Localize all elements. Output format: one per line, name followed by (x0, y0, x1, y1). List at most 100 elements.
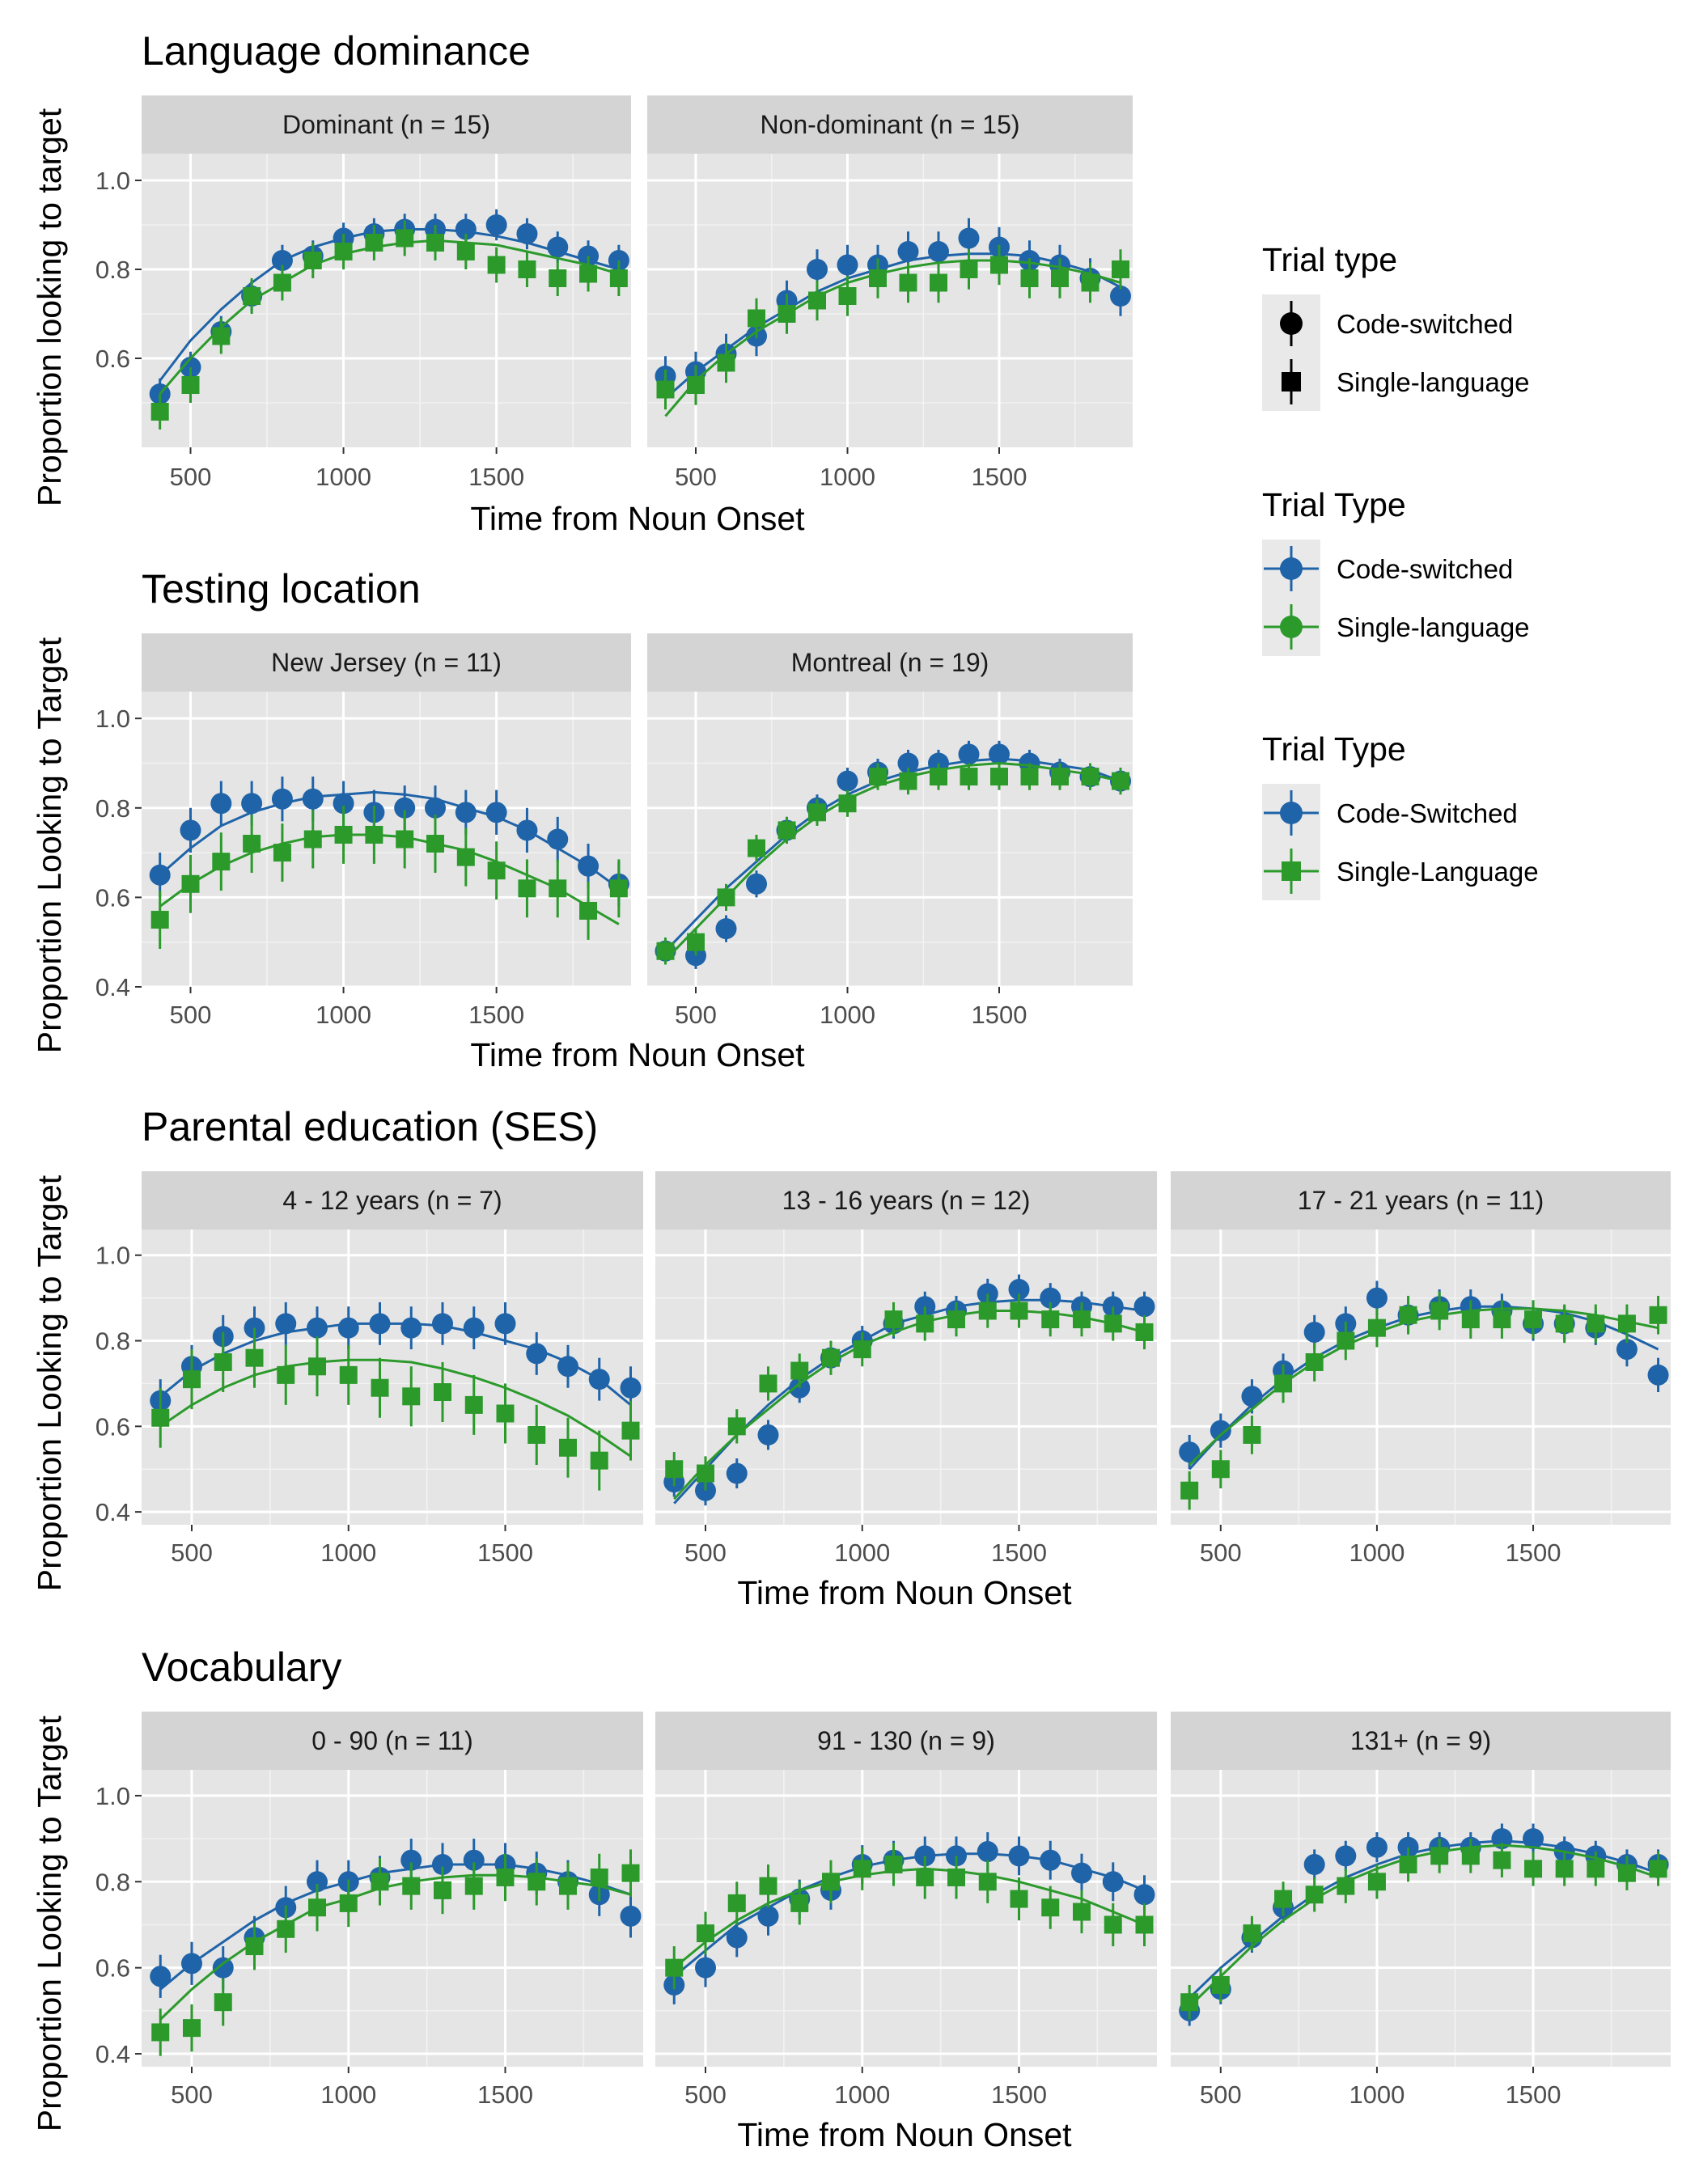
data-point (302, 788, 324, 810)
data-point (960, 260, 978, 278)
data-point (1337, 1331, 1355, 1350)
data-point (897, 241, 919, 262)
data-point (897, 752, 919, 774)
fit-line (664, 757, 1121, 952)
legend-key (1262, 294, 1320, 353)
data-point (759, 1877, 777, 1895)
facet-panel: 4 - 12 years (n = 7) 500 1000 1500 0.4 0.6 0.8… (95, 1171, 643, 1567)
y-axis-title: Proportion Looking to Target (31, 1715, 68, 2131)
facet-strip-label: New Jersey (n = 11) (271, 648, 502, 677)
fit-line (673, 1867, 1146, 1969)
data-point (609, 879, 628, 898)
y-axis-title: Proportion Looking to Target (31, 1175, 68, 1591)
data-point (1647, 1364, 1669, 1386)
data-point (884, 1310, 903, 1329)
chart-title: Testing location (142, 566, 421, 612)
facet-panel: Dominant (n = 15) 500 1000 1500 0.6 0.8 1.0 (95, 95, 631, 491)
data-point (899, 772, 917, 790)
data-point (748, 309, 765, 328)
y-tick-label: 1.0 (95, 167, 130, 195)
facet-strip-label: 17 - 21 years (n = 11) (1298, 1186, 1544, 1215)
data-point (1274, 1374, 1293, 1393)
data-point (1073, 1903, 1091, 1921)
data-point (1399, 1306, 1417, 1324)
data-point (337, 1317, 359, 1339)
data-point (1051, 269, 1069, 287)
series-single-language (665, 1293, 1154, 1500)
data-point (726, 1927, 748, 1949)
series-single-language (151, 1849, 640, 2056)
data-point (547, 236, 569, 258)
data-point (928, 241, 949, 262)
fit-line (159, 1863, 631, 1991)
facet-strip-label: 131+ (n = 9) (1350, 1726, 1491, 1755)
data-point (181, 1953, 202, 1974)
x-tick-label: 1000 (820, 463, 875, 491)
data-point (303, 830, 322, 849)
data-point (697, 1464, 714, 1483)
data-point (496, 1404, 515, 1423)
fit-line (673, 1852, 1146, 1978)
legend-key (1262, 598, 1320, 656)
data-point (1649, 1860, 1667, 1878)
data-point (687, 933, 705, 951)
data-point (1649, 1306, 1667, 1324)
y-tick-label: 1.0 (95, 1782, 130, 1810)
data-point (1491, 1828, 1513, 1850)
data-point (1303, 1854, 1325, 1876)
data-point (333, 793, 354, 815)
data-point (1523, 1828, 1544, 1850)
data-point (1367, 1318, 1386, 1337)
x-tick-label: 1000 (834, 2080, 890, 2109)
data-point (960, 768, 978, 786)
data-point (990, 768, 1008, 786)
data-point (1102, 1871, 1124, 1893)
data-point (434, 1383, 451, 1402)
fit-line (664, 761, 1121, 961)
data-point (1305, 1886, 1324, 1904)
data-point (1133, 1296, 1155, 1318)
data-point (727, 1894, 746, 1912)
data-point (371, 1378, 389, 1397)
chart-title: Vocabulary (142, 1644, 341, 1690)
data-point (1461, 1310, 1480, 1329)
facet-strip (655, 1171, 1157, 1230)
fit-line (159, 1873, 631, 2021)
data-point (1051, 768, 1069, 786)
data-point (549, 269, 567, 287)
x-tick-label: 1000 (820, 1001, 875, 1029)
x-tick-label: 1000 (320, 1539, 376, 1567)
data-point (1399, 1856, 1417, 1874)
data-point (463, 1849, 485, 1871)
data-point (271, 250, 293, 271)
facet-strip (142, 95, 631, 154)
data-point (183, 2019, 201, 2038)
data-point (697, 1924, 714, 1943)
data-point (400, 1317, 422, 1339)
legend-label: Single-language (1337, 612, 1530, 642)
data-point (1180, 1481, 1199, 1500)
data-point (1041, 1310, 1060, 1329)
x-tick-label: 500 (1200, 1539, 1242, 1567)
x-tick-label: 1000 (316, 1001, 371, 1029)
legend-square (1282, 861, 1301, 881)
x-tick-label: 1500 (468, 463, 524, 491)
chart-rows: Language dominance Proportion looking to … (31, 28, 1671, 2153)
data-point (621, 1421, 640, 1440)
data-point (1241, 1386, 1263, 1407)
facet-strip-label: Non-dominant (n = 15) (760, 110, 1019, 139)
facet-strip (655, 1712, 1157, 1770)
data-point (526, 1343, 548, 1365)
data-point (212, 853, 231, 871)
data-point (487, 861, 506, 880)
data-point (609, 269, 628, 287)
data-point (241, 793, 263, 815)
data-point (434, 1881, 451, 1899)
facet-strip-label: 13 - 16 years (n = 12) (782, 1186, 1031, 1215)
fit-line (664, 259, 1121, 417)
series-single-language (1180, 1839, 1667, 2020)
data-point (990, 256, 1008, 274)
data-point (1274, 1890, 1293, 1908)
data-point (757, 1905, 779, 1927)
